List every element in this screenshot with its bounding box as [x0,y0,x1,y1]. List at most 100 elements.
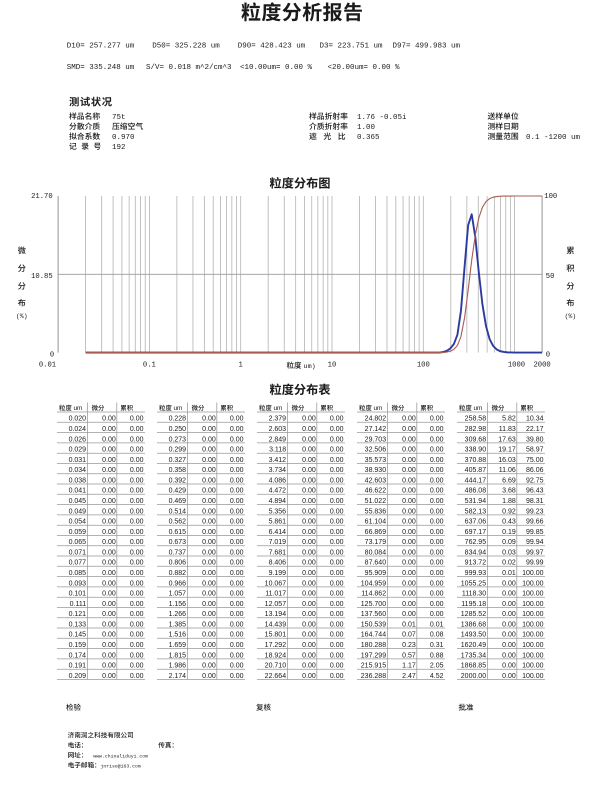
svg-text:1195.18: 1195.18 [461,601,486,608]
svg-text:32.506: 32.506 [365,447,387,454]
svg-text:0.00: 0.00 [102,549,116,556]
svg-text:100.00: 100.00 [522,673,544,680]
svg-text:27.142: 27.142 [365,426,387,433]
svg-text:0.00: 0.00 [130,467,144,474]
svg-text:80.084: 80.084 [365,549,387,556]
svg-text:0.00: 0.00 [102,529,116,536]
svg-text:0.615: 0.615 [169,529,187,536]
svg-text:0.00: 0.00 [102,457,116,464]
svg-text:4.086: 4.086 [269,477,287,484]
svg-text:100.00: 100.00 [522,632,544,639]
svg-text:0.00: 0.00 [430,519,444,526]
svg-text:0.02: 0.02 [502,560,516,567]
svg-text:0.00: 0.00 [402,416,416,423]
svg-text:99.66: 99.66 [526,519,544,526]
svg-text:0.145: 0.145 [69,632,87,639]
svg-text:0.00: 0.00 [330,508,344,515]
svg-text:0.00: 0.00 [202,663,216,670]
svg-text:0.00: 0.00 [502,632,516,639]
svg-text:0.23: 0.23 [402,642,416,649]
svg-text:0.00: 0.00 [430,508,444,515]
svg-text:0.00: 0.00 [130,488,144,495]
svg-text:0.00: 0.00 [230,529,244,536]
svg-text:0.00: 0.00 [130,663,144,670]
svg-text:0.00: 0.00 [330,436,344,443]
svg-text:100.00: 100.00 [522,570,544,577]
svg-text:6.69: 6.69 [502,477,516,484]
svg-text:um: um [474,405,483,412]
svg-text:0.00: 0.00 [202,652,216,659]
svg-text:S/V= 0.018 m^2/cm^3: S/V= 0.018 m^2/cm^3 [146,63,232,72]
svg-text:4.894: 4.894 [269,498,287,505]
svg-text:0.00: 0.00 [102,539,116,546]
svg-text:99.97: 99.97 [526,549,544,556]
svg-text:0.00: 0.00 [230,580,244,587]
svg-text:0.00: 0.00 [230,549,244,556]
svg-text:75.00: 75.00 [526,457,544,464]
svg-text:0.133: 0.133 [69,621,87,628]
svg-text:0.00: 0.00 [130,416,144,423]
svg-text:0.00: 0.00 [302,632,316,639]
svg-text:0.00: 0.00 [330,611,344,618]
svg-text:0.00: 0.00 [102,663,116,670]
svg-text:um: um [74,405,83,412]
svg-text:0.00: 0.00 [230,477,244,484]
svg-text:0.299: 0.299 [169,447,187,454]
svg-text:0.00: 0.00 [130,591,144,598]
svg-text:0.093: 0.093 [69,580,87,587]
svg-text:jnrise@163.com: jnrise@163.com [101,763,141,769]
svg-text:913.72: 913.72 [465,560,487,567]
svg-text:0.00: 0.00 [102,611,116,618]
svg-text:5.82: 5.82 [502,416,516,423]
svg-text:0.00: 0.00 [502,611,516,618]
svg-text:0.020: 0.020 [69,416,87,423]
svg-text:99.94: 99.94 [526,539,544,546]
svg-text:0.00: 0.00 [502,621,516,628]
svg-text:5.356: 5.356 [269,508,287,515]
svg-text:0.08: 0.08 [430,632,444,639]
svg-text:0.00: 0.00 [430,498,444,505]
svg-text:0.00: 0.00 [330,539,344,546]
svg-text:2.47: 2.47 [402,673,416,680]
svg-text:0.00: 0.00 [202,488,216,495]
svg-text:11.83: 11.83 [499,426,516,433]
svg-text:0.00: 0.00 [230,632,244,639]
svg-text:0.00: 0.00 [202,611,216,618]
svg-text:10: 10 [328,361,337,369]
svg-text:0.00: 0.00 [202,570,216,577]
svg-text:21.70: 21.70 [31,193,53,201]
svg-text:100.00: 100.00 [522,621,544,628]
svg-text:7.019: 7.019 [269,539,287,546]
svg-text:0.00: 0.00 [302,621,316,628]
svg-text:0.00: 0.00 [202,467,216,474]
svg-text:0.00: 0.00 [502,580,516,587]
svg-text:0.045: 0.045 [69,498,87,505]
svg-text:0.57: 0.57 [402,652,416,659]
svg-text:114.862: 114.862 [361,591,386,598]
svg-text:0.00: 0.00 [302,601,316,608]
svg-text:0.00: 0.00 [302,663,316,670]
svg-text:0.03: 0.03 [502,549,516,556]
svg-text:0.00: 0.00 [102,467,116,474]
svg-text:1735.34: 1735.34 [461,652,486,659]
svg-text:0.111: 0.111 [70,601,87,608]
svg-text:24.802: 24.802 [365,416,387,423]
svg-text:3.412: 3.412 [269,457,287,464]
svg-text:2.379: 2.379 [269,416,287,423]
svg-text:0.065: 0.065 [69,539,87,546]
svg-text:0.00: 0.00 [302,457,316,464]
svg-text:16.03: 16.03 [498,457,516,464]
svg-text:0.00: 0.00 [102,570,116,577]
svg-text:0.00: 0.00 [130,519,144,526]
svg-text:405.87: 405.87 [465,467,487,474]
svg-text:1.057: 1.057 [169,591,187,598]
svg-text:0.00: 0.00 [430,457,444,464]
svg-text:1.385: 1.385 [169,621,187,628]
svg-text:0.00: 0.00 [102,498,116,505]
svg-text:309.68: 309.68 [465,436,487,443]
svg-text:0.00: 0.00 [102,426,116,433]
svg-text:0.88: 0.88 [430,652,444,659]
svg-text:100.00: 100.00 [522,652,544,659]
svg-text:SMD= 335.248 um: SMD= 335.248 um [67,64,135,72]
svg-text:2.174: 2.174 [169,673,187,680]
